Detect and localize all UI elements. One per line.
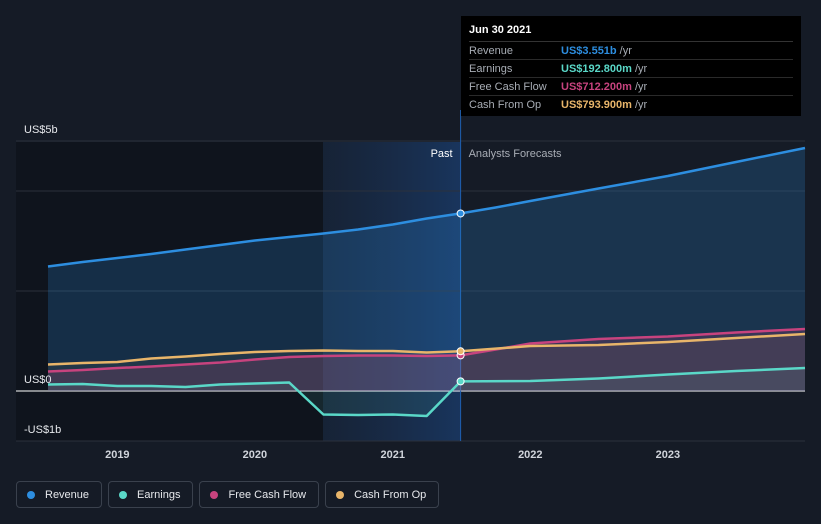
x-tick-label: 2019 [105, 449, 129, 461]
legend-label: Earnings [137, 488, 181, 501]
legend: Revenue Earnings Free Cash Flow Cash From O… [16, 481, 440, 508]
legend-dot-icon [336, 490, 345, 499]
tooltip-row-value: US$192.800m [561, 63, 632, 75]
y-label-top: US$5b [24, 124, 58, 136]
tooltip-row: Cash From Op US$793.900m/yr [469, 97, 793, 113]
x-tick-label: 2021 [381, 449, 405, 461]
x-tick-label: 2023 [656, 449, 680, 461]
tooltip-row-unit: /yr [634, 63, 648, 75]
tooltip-row-name: Cash From Op [469, 99, 542, 111]
tooltip-row-unit: /yr [619, 45, 632, 57]
tooltip-row-name: Revenue [469, 45, 514, 57]
tooltip-row-value: US$712.200m [561, 81, 632, 93]
tooltip-row-unit: /yr [634, 81, 648, 93]
legend-dot-icon [119, 490, 128, 499]
legend-item-free-cash-flow[interactable]: Free Cash Flow [199, 481, 320, 508]
series-line-revenue [47, 146, 806, 268]
legend-dot-icon [210, 490, 219, 499]
legend-item-earnings[interactable]: Earnings [108, 481, 194, 508]
tooltip-row: Free Cash Flow US$712.200m/yr [469, 79, 793, 96]
forecast-label: Analysts Forecasts [469, 148, 562, 160]
x-tick-label: 2020 [243, 449, 267, 461]
tooltip-date: Jun 30 2021 [469, 24, 793, 42]
y-label-bottom: -US$1b [24, 424, 61, 436]
legend-label: Free Cash Flow [228, 488, 307, 501]
legend-dot-icon [27, 490, 35, 499]
data-point-earnings [456, 377, 465, 386]
data-point-cash-from-op [456, 347, 465, 356]
y-label-zero: US$0 [24, 374, 52, 386]
past-label: Past [431, 148, 453, 160]
tooltip-row: Earnings US$192.800m/yr [469, 61, 793, 78]
series-line-cash-from-op [47, 332, 806, 366]
series-line-earnings [47, 366, 806, 418]
legend-label: Revenue [45, 488, 90, 501]
tooltip-row-unit: /yr [634, 99, 648, 111]
data-point-revenue [456, 209, 465, 218]
tooltip: Jun 30 2021 Revenue US$3.551b/yr Earnings U… [461, 16, 801, 116]
legend-item-cash-from-op[interactable]: Cash From Op [325, 481, 440, 508]
tooltip-row: Revenue US$3.551b/yr [469, 43, 793, 60]
tooltip-row-name: Free Cash Flow [469, 81, 547, 93]
tooltip-row-value: US$3.551b [561, 45, 617, 57]
legend-item-revenue[interactable]: Revenue [16, 481, 103, 508]
area-earnings [48, 368, 805, 416]
area-revenue [48, 148, 805, 391]
tooltip-row-value: US$793.900m [561, 99, 632, 111]
legend-label: Cash From Op [354, 488, 427, 501]
tooltip-row-name: Earnings [469, 63, 513, 75]
series-line-free-cash-flow [47, 327, 806, 373]
x-tick-label: 2022 [518, 449, 542, 461]
